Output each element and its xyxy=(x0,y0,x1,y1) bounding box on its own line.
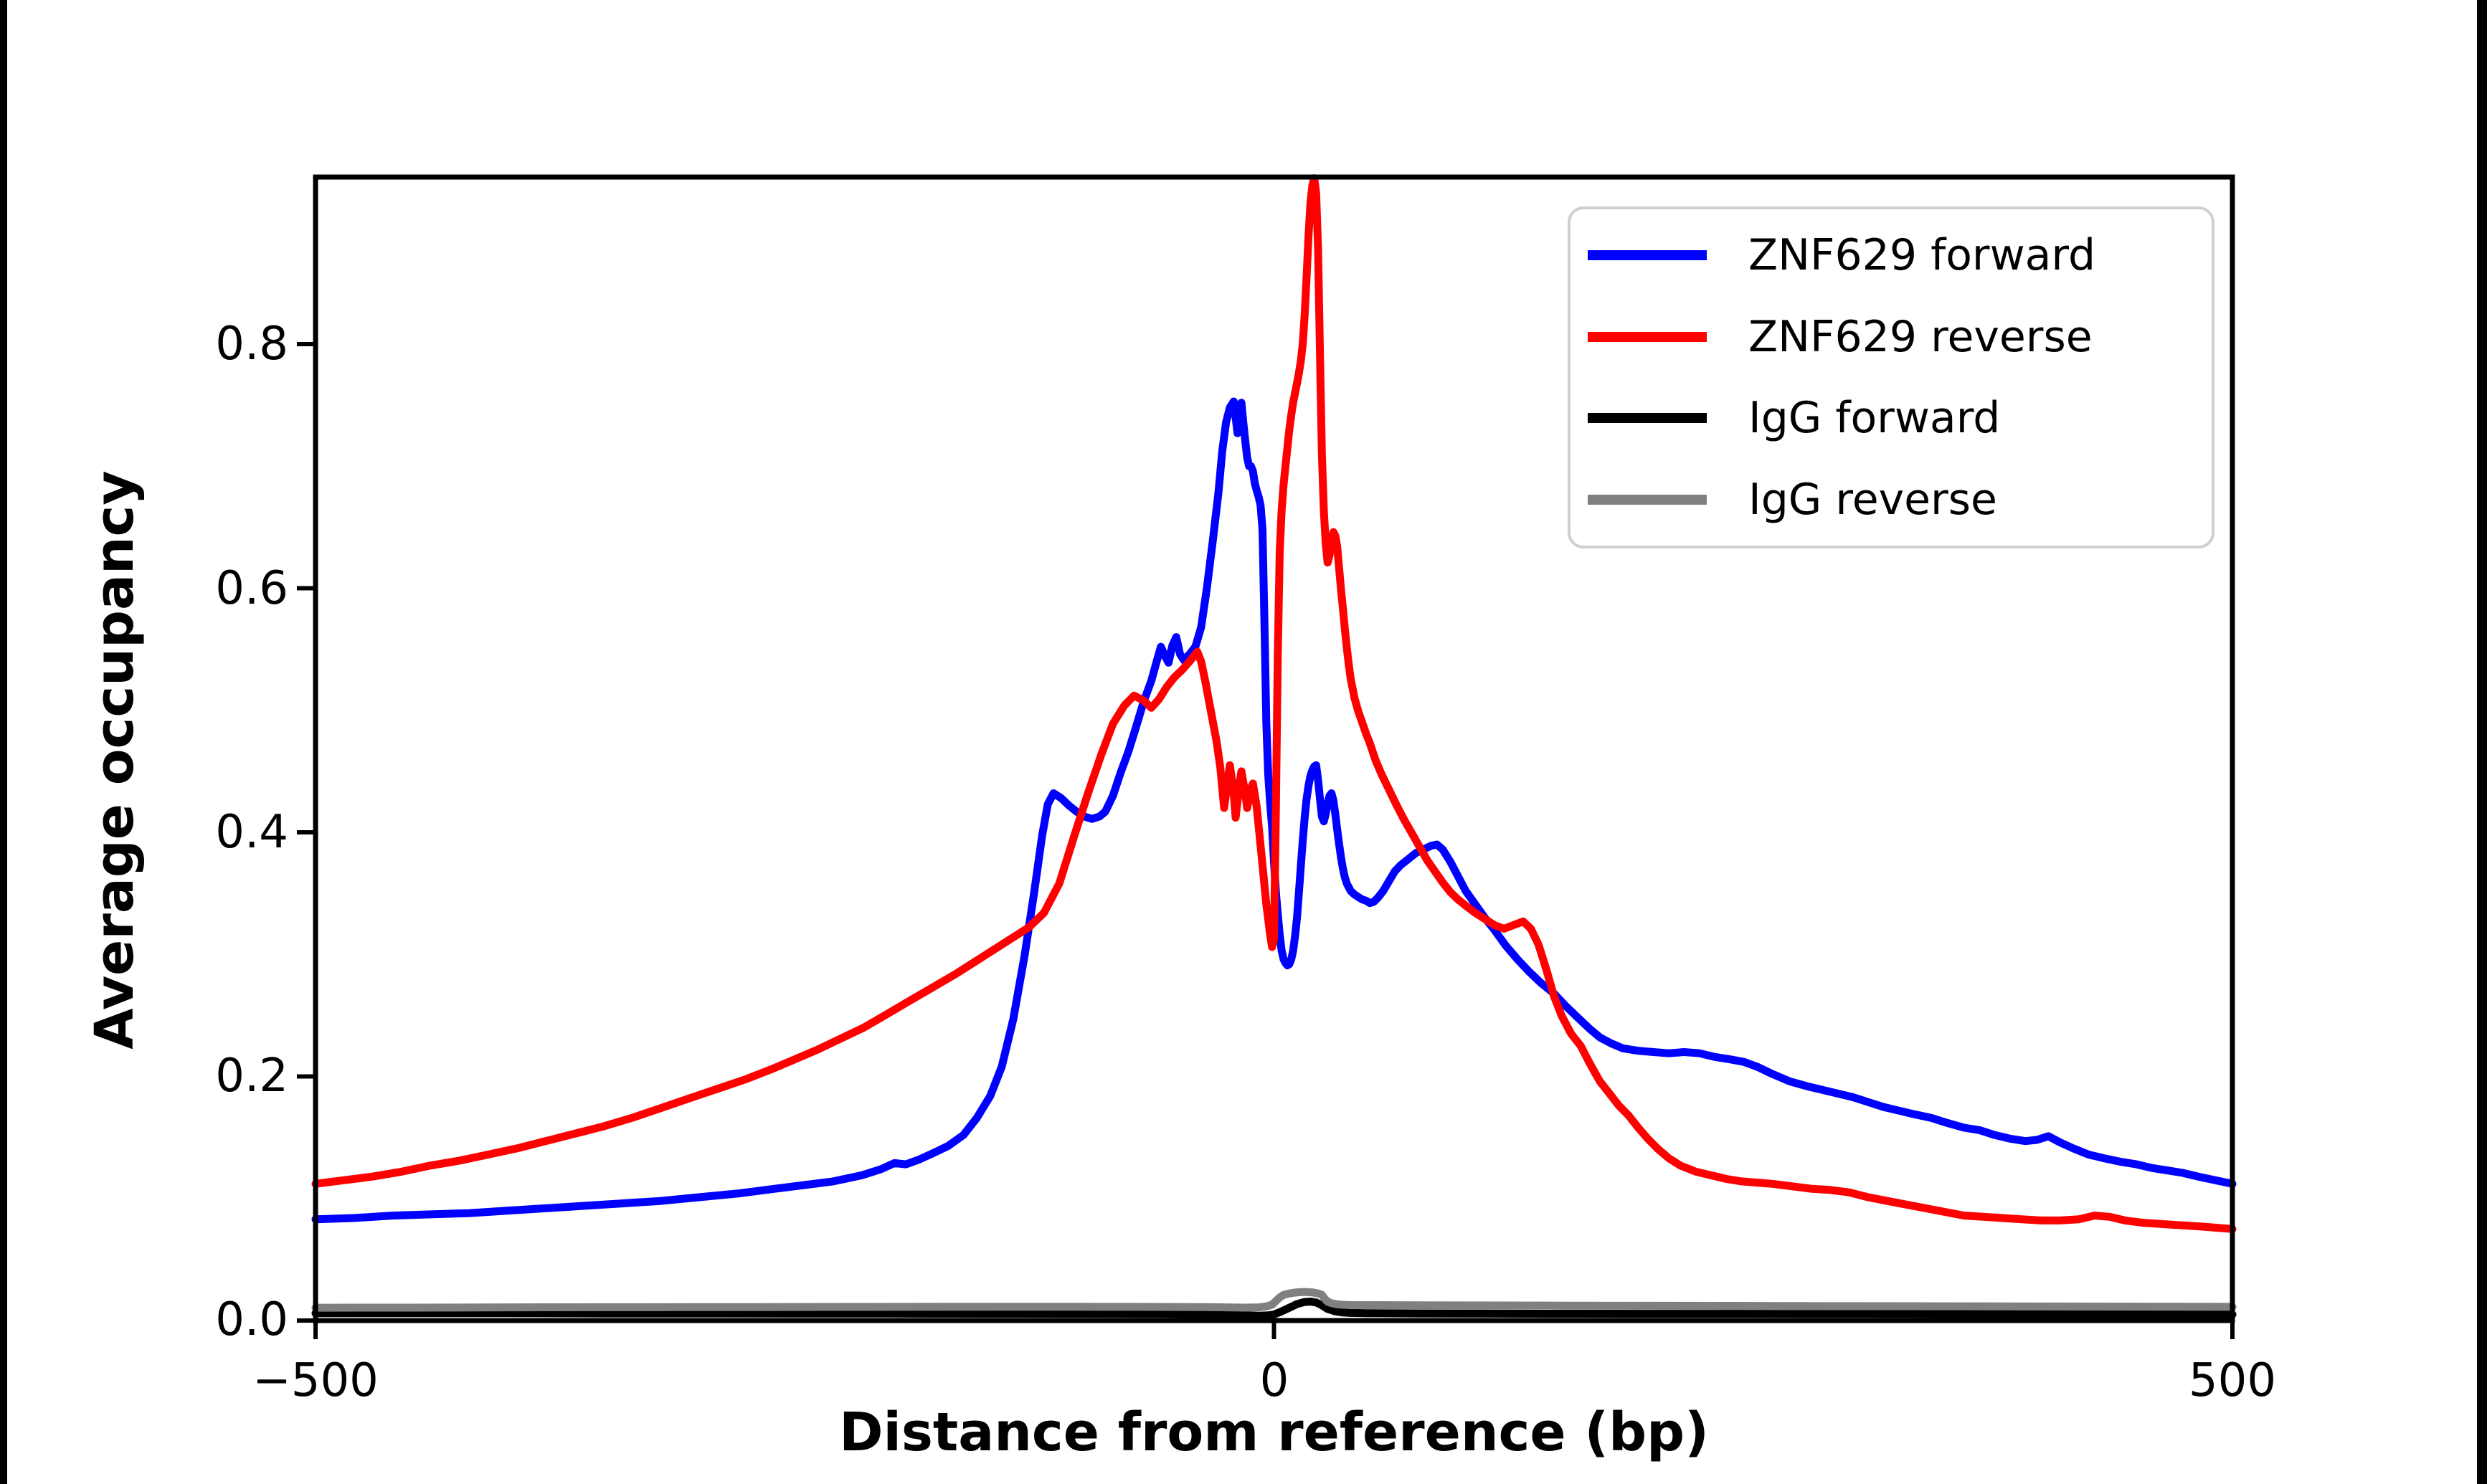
y-tick-label-0.8: 0.8 xyxy=(215,318,288,371)
legend-label-znf629-forward: ZNF629 forward xyxy=(1748,229,2096,280)
x-axis-label: Distance from reference (bp) xyxy=(839,1402,1709,1463)
legend-line-sample-blue xyxy=(1588,249,1707,260)
series-line-2 xyxy=(311,1298,2237,1320)
legend-row-igg-reverse: IgG reverse xyxy=(1571,464,2212,536)
legend-label-igg-reverse: IgG reverse xyxy=(1748,475,1997,525)
series-line-3 xyxy=(311,1288,2237,1312)
series-line-0 xyxy=(311,397,2237,1224)
y-tick-label-0.4: 0.4 xyxy=(215,806,288,859)
x-tick-label-neg500: −500 xyxy=(252,1354,379,1407)
right-edge-bar xyxy=(2477,0,2487,1484)
y-tick-label-0.6: 0.6 xyxy=(215,562,288,615)
y-tick-label-0.0: 0.0 xyxy=(215,1293,288,1346)
legend-label-znf629-reverse: ZNF629 reverse xyxy=(1748,311,2093,362)
left-edge-bar xyxy=(0,0,7,1484)
y-axis-label: Average occupancy xyxy=(84,470,146,1050)
legend-row-igg-forward: IgG forward xyxy=(1571,382,2212,454)
y-tick-label-0.2: 0.2 xyxy=(215,1050,288,1103)
series-line-1 xyxy=(311,174,2237,1233)
legend-row-znf629-reverse: ZNF629 reverse xyxy=(1571,301,2212,373)
x-tick-label-0: 0 xyxy=(1259,1354,1289,1407)
legend-line-sample-black xyxy=(1588,413,1707,424)
x-tick-label-500: 500 xyxy=(2188,1354,2277,1407)
legend-line-sample-red xyxy=(1588,331,1707,342)
legend-row-znf629-forward: ZNF629 forward xyxy=(1571,219,2212,291)
legend-line-sample-gray xyxy=(1588,495,1707,505)
legend-box: ZNF629 forward ZNF629 reverse IgG forwar… xyxy=(1568,206,2214,548)
legend-label-igg-forward: IgG forward xyxy=(1748,393,2001,444)
